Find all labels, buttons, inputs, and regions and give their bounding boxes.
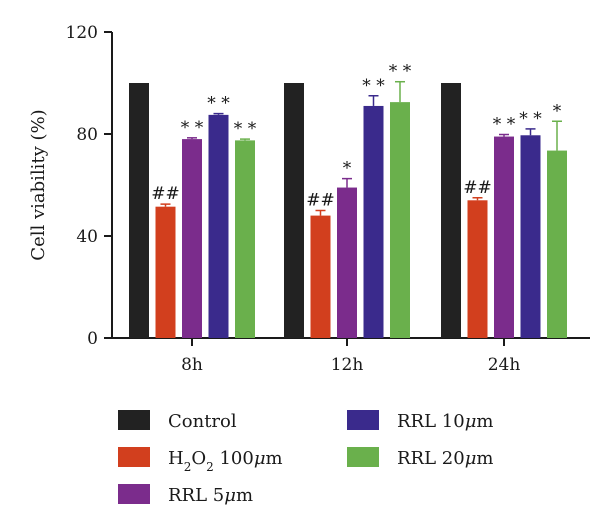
significance-marker: * * (493, 115, 516, 135)
bar (337, 187, 357, 338)
significance-marker: * * (362, 76, 385, 96)
legend-label: RRL 10μm (397, 411, 493, 432)
bar (182, 139, 202, 338)
bar (208, 114, 229, 338)
bar (467, 200, 488, 338)
legend-label-part: m (476, 411, 493, 432)
significance-marker: * * (389, 62, 412, 82)
legend-label: H2O2 100μm (168, 448, 283, 474)
legend-label-part: 100 (214, 448, 254, 469)
legend-label: RRL 20μm (397, 448, 493, 469)
legend-label-part: μ (465, 411, 477, 432)
bar (494, 136, 514, 338)
legend-swatch (347, 410, 379, 430)
bar (155, 206, 176, 338)
legend-label-part: RRL 5 (168, 485, 224, 506)
significance-marker: ## (151, 184, 180, 204)
y-tick-label: 0 (87, 329, 98, 349)
significance-marker: * (553, 101, 562, 121)
legend-label: Control (168, 411, 237, 432)
significance-marker: * * (519, 109, 542, 129)
y-axis-title: Cell viability (%) (28, 109, 49, 260)
legend-label-part: O (191, 448, 206, 469)
x-tick-label: 8h (181, 355, 203, 375)
legend-label-part: m (266, 448, 283, 469)
bar (363, 105, 384, 338)
legend-label: RRL 5μm (168, 485, 253, 506)
x-tick-label: 24h (488, 355, 521, 375)
significance-marker: ## (306, 191, 335, 211)
significance-marker: ## (463, 178, 492, 198)
legend-label-part: H (168, 448, 184, 469)
y-tick-label: 120 (66, 23, 98, 43)
legend-swatch (118, 447, 150, 467)
legend-swatch (118, 410, 150, 430)
bar (129, 83, 149, 338)
legend-label-part: 2 (206, 460, 214, 474)
bar (390, 102, 410, 338)
x-tick-label: 12h (331, 355, 364, 375)
legend-label-part: 2 (184, 460, 192, 474)
legend-swatch (118, 484, 150, 504)
legend-label-part: m (476, 448, 493, 469)
significance-marker: * * (234, 119, 257, 139)
legend-label-part: μ (254, 448, 266, 469)
significance-marker: * (343, 159, 352, 179)
legend-label-part: RRL 10 (397, 411, 465, 432)
bar (284, 83, 304, 338)
legend-swatch (347, 447, 379, 467)
y-tick-label: 40 (76, 227, 98, 247)
legend-label-part: RRL 20 (397, 448, 465, 469)
legend-label-part: μ (465, 448, 477, 469)
bar (520, 135, 541, 338)
bar (441, 83, 461, 338)
bar (235, 140, 255, 338)
legend-label-part: m (236, 485, 253, 506)
legend-label-part: μ (224, 485, 236, 506)
y-tick-label: 80 (76, 125, 98, 145)
significance-marker: * * (181, 118, 204, 138)
bar (310, 215, 331, 338)
bar (547, 150, 567, 338)
significance-marker: * * (207, 94, 230, 114)
